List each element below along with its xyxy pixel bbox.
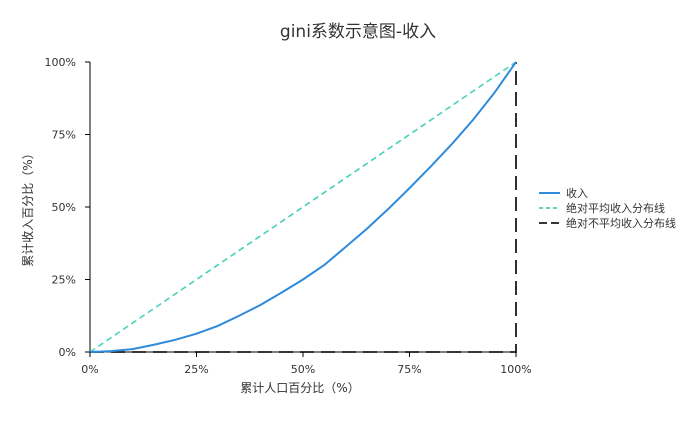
legend-label-2: 绝对不平均收入分布线 [566, 216, 676, 230]
legend-label-1: 绝对平均收入分布线 [566, 201, 665, 215]
series-line-2 [90, 62, 517, 353]
y-tick-label: 100% [45, 56, 76, 69]
x-tick-label: 50% [291, 363, 315, 376]
y-tick-label: 25% [52, 274, 76, 287]
y-tick-label: 75% [52, 129, 76, 142]
x-tick-label: 25% [184, 363, 208, 376]
legend-label-0: 收入 [566, 186, 588, 200]
axes [89, 62, 516, 353]
x-axis-label: 累计人口百分比（%） [240, 381, 359, 395]
y-tick-label: 50% [52, 201, 76, 214]
x-tick-label: 100% [500, 363, 531, 376]
series-line-1 [89, 61, 517, 353]
y-axis-label: 累计收入百分比（%） [21, 147, 35, 266]
y-tick-label: 0% [59, 346, 76, 359]
x-tick-label: 0% [81, 363, 98, 376]
tick-labels: 0% 25% 50% 75% 100% 0% 25% 50% 75% 100% [45, 56, 532, 376]
chart-title: gini系数示意图-收入 [280, 22, 436, 42]
x-tick-label: 75% [397, 363, 421, 376]
series-layer [89, 61, 517, 353]
series-line-0 [89, 61, 517, 353]
